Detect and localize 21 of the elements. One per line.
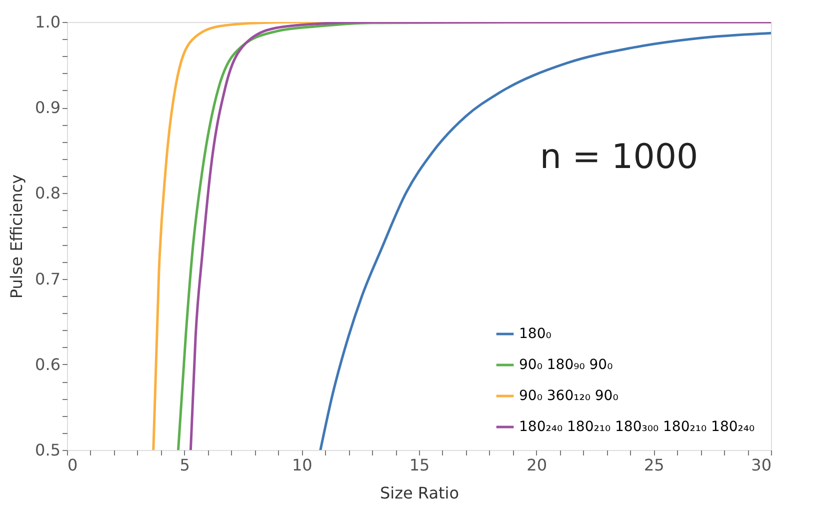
y-tick-label: 0.9 <box>35 98 60 118</box>
y-axis-title: Pulse Efficiency <box>7 174 26 299</box>
legend-label: 180₀ <box>519 326 552 342</box>
x-tick-label: 0 <box>68 456 78 474</box>
legend-label: 90₀ 180₉₀ 90₀ <box>519 357 614 373</box>
x-tick-label: 30 <box>751 456 772 474</box>
legend-label: 180₂₄₀ 180₂₁₀ 180₃₀₀ 180₂₁₀ 180₂₄₀ <box>519 419 755 435</box>
x-tick-label: 5 <box>180 456 190 474</box>
y-tick-label: 0.6 <box>35 354 60 374</box>
x-tick-label: 20 <box>526 456 548 474</box>
x-axis-title: Size Ratio <box>380 484 460 502</box>
x-tick-label: 25 <box>644 456 664 474</box>
y-tick-label: 0.7 <box>35 269 60 288</box>
x-tick-label: 15 <box>409 456 430 474</box>
y-tick-label: 1.0 <box>35 12 60 32</box>
y-tick-label: 0.8 <box>35 184 60 203</box>
annotation: n = 1000 <box>540 137 698 177</box>
x-tick-label: 10 <box>292 456 312 474</box>
line-series <box>319 32 771 450</box>
legend-label: 90₀ 360₁₂₀ 90₀ <box>519 388 619 404</box>
y-tick-label: 0.5 <box>35 440 60 460</box>
